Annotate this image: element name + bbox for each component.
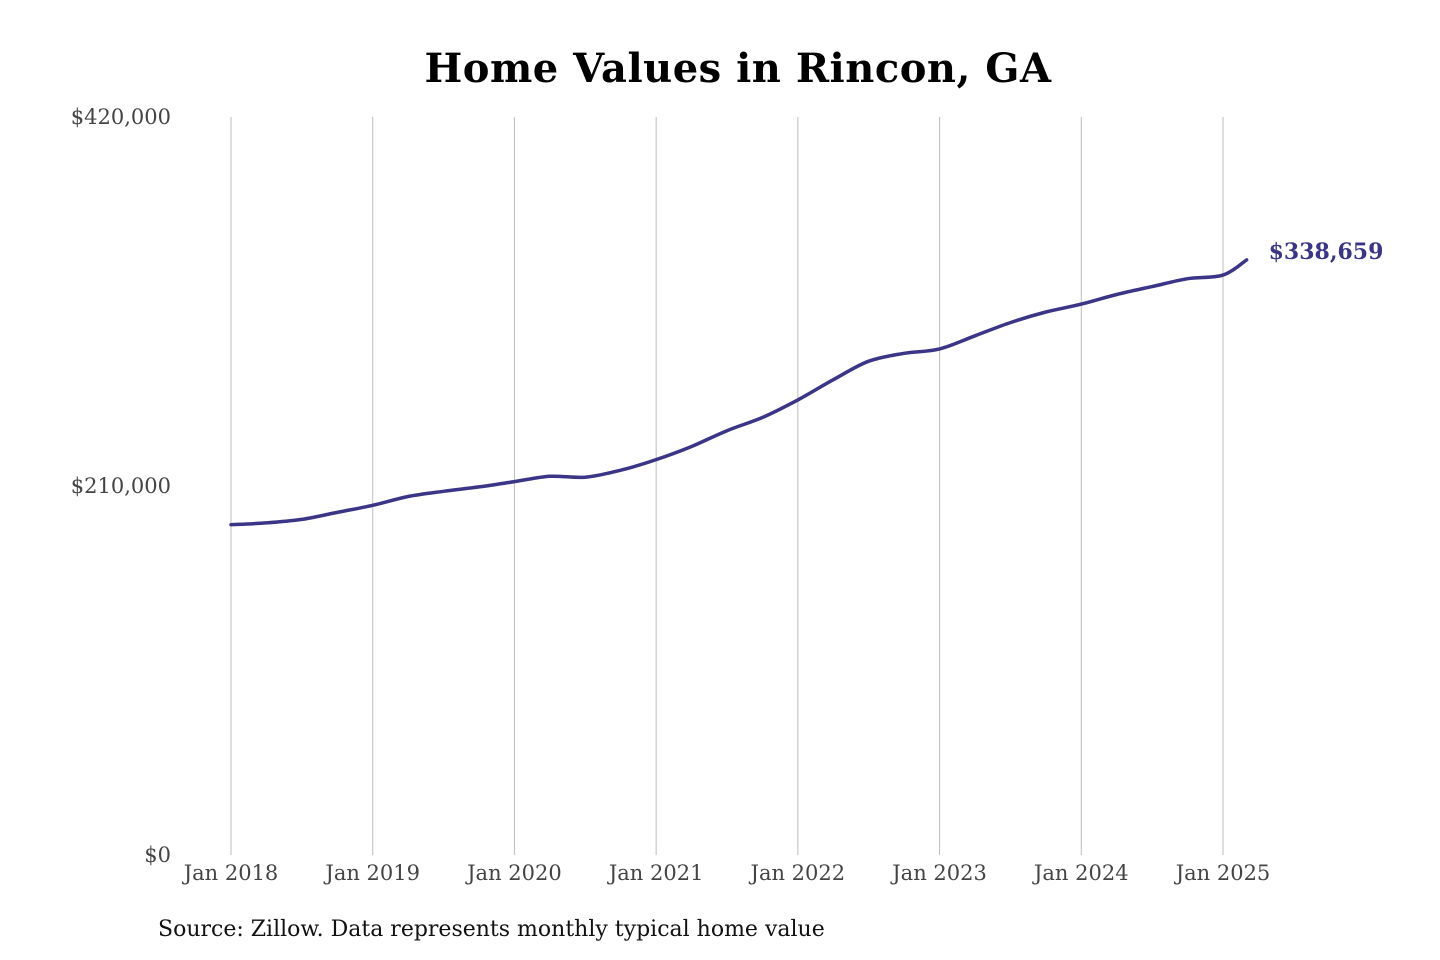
x-tick-label: Jan 2020 xyxy=(465,861,562,885)
end-value-label: $338,659 xyxy=(1269,239,1384,265)
series-line xyxy=(229,258,1249,527)
x-tick-label: Jan 2018 xyxy=(182,861,279,885)
source-note: Source: Zillow. Data represents monthly … xyxy=(158,917,825,942)
y-tick-label: $0 xyxy=(144,843,171,867)
chart-title: Home Values in Rincon, GA xyxy=(424,45,1052,92)
y-tick-label: $420,000 xyxy=(71,105,171,129)
x-tick-label: Jan 2019 xyxy=(323,861,420,885)
x-axis-tick-labels: Jan 2018 Jan 2019 Jan 2020 Jan 2021 Jan 2022… xyxy=(182,861,1271,885)
x-tick-label: Jan 2022 xyxy=(749,861,846,885)
series-lines xyxy=(229,258,1249,527)
x-tick-label: Jan 2021 xyxy=(607,861,704,885)
vertical-gridlines xyxy=(230,117,1224,855)
y-axis-tick-labels: $0 $210,000 $420,000 xyxy=(71,105,171,867)
x-tick-label: Jan 2023 xyxy=(890,861,987,885)
x-tick-label: Jan 2025 xyxy=(1174,861,1271,885)
x-tick-label: Jan 2024 xyxy=(1032,861,1129,885)
data-labels: $338,659 xyxy=(1269,239,1384,265)
y-tick-label: $210,000 xyxy=(71,474,171,498)
